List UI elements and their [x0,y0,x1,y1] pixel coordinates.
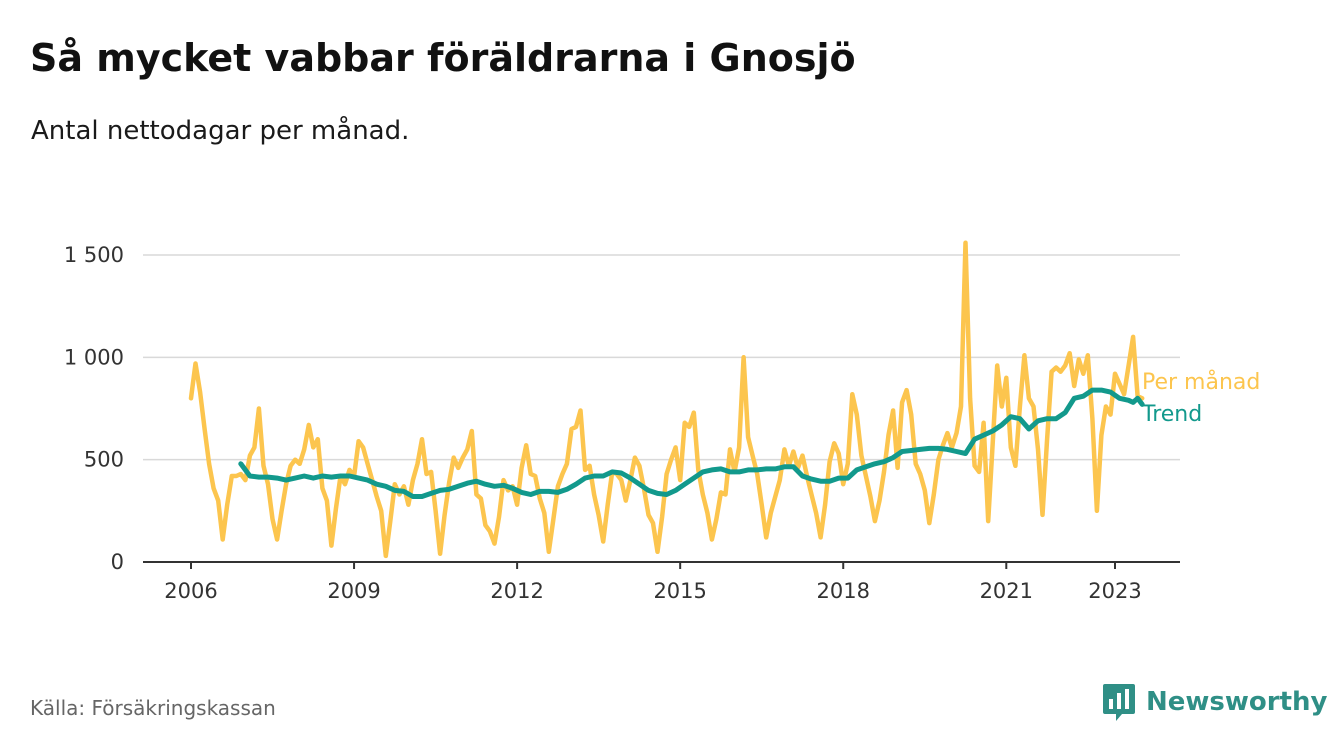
series-label-trend: Trend [1141,402,1202,427]
line-chart: 0 500 1 000 1 500 2006 2009 2012 2015 2018 2021 20… [64,240,1260,603]
chart-subtitle: Antal nettodagar per månad. [31,116,410,146]
x-tick-label: 2006 [164,579,217,603]
x-tick-label: 2023 [1088,579,1141,603]
brand-name: Newsworthy [1146,687,1328,717]
y-tick-label: 0 [111,550,124,574]
brand-logo[interactable]: Newsworthy [1102,682,1327,722]
trend-series-line [238,387,1145,499]
monthly-series-line [188,240,1145,559]
y-tick-label: 500 [84,448,124,472]
bar-chart-speech-icon [1103,684,1135,721]
x-tick-label: 2015 [653,579,706,603]
y-tick-label: 1 000 [64,345,124,369]
y-tick-label: 1 500 [64,243,124,267]
x-tick-label: 2009 [327,579,380,603]
series-label-monthly: Per månad [1142,369,1260,395]
x-tick-label: 2021 [980,579,1033,603]
x-tick-label: 2018 [817,579,870,603]
x-tick-label: 2012 [490,579,543,603]
source-note: Källa: Försäkringskassan [30,696,276,720]
chart-title: Så mycket vabbar föräldrarna i Gnosjö [30,36,856,80]
